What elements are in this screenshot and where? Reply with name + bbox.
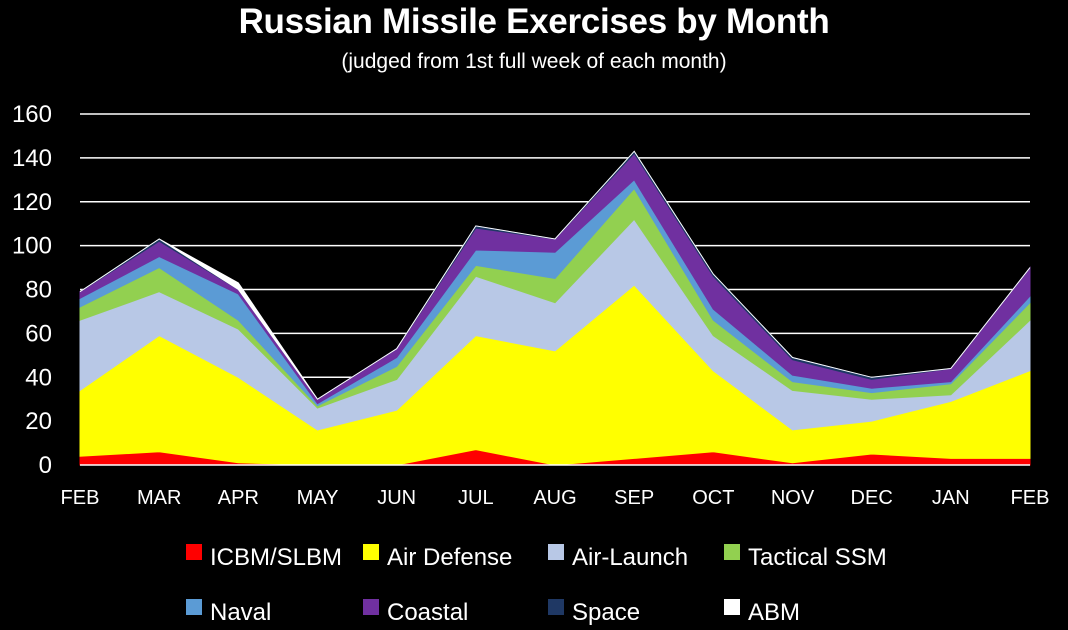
x-tick-label: NOV: [771, 487, 815, 509]
legend-item-air-launch: Air-Launch: [548, 544, 688, 571]
legend-swatch: [724, 544, 740, 560]
legend-swatch: [724, 599, 740, 615]
legend-label: Space: [572, 599, 640, 626]
x-axis-ticks: FEB MAR APR MAY JUN JUL AUG SEP OCT NOV DEC JAN FEB: [61, 487, 1050, 509]
x-tick-label: MAY: [297, 487, 339, 509]
legend-swatch: [363, 599, 379, 615]
x-tick-label: SEP: [614, 487, 654, 509]
legend-swatch: [186, 599, 202, 615]
y-tick-label: 80: [25, 277, 52, 304]
legend-swatch: [186, 544, 202, 560]
chart-title: Russian Missile Exercises by Month: [238, 2, 830, 41]
legend-item-coastal: Coastal: [363, 599, 468, 626]
y-tick-label: 60: [25, 320, 52, 347]
x-tick-label: JUL: [458, 487, 494, 509]
legend-item-space: Space: [548, 599, 640, 626]
legend-item-tactical-ssm: Tactical SSM: [724, 544, 887, 571]
y-tick-label: 20: [25, 408, 52, 435]
x-tick-label: AUG: [533, 487, 576, 509]
area-abm: [79, 150, 1031, 400]
x-tick-label: FEB: [61, 487, 100, 509]
legend-label: Coastal: [387, 599, 468, 626]
y-tick-label: 40: [25, 364, 52, 391]
x-tick-label: JUN: [377, 487, 416, 509]
x-tick-label: MAR: [137, 487, 181, 509]
chart-subtitle: (judged from 1st full week of each month…: [341, 50, 727, 73]
legend-swatch: [363, 544, 379, 560]
x-tick-label: DEC: [851, 487, 893, 509]
legend-swatch: [548, 599, 564, 615]
legend-item-abm: ABM: [724, 599, 800, 626]
legend-label: Naval: [210, 599, 271, 626]
x-tick-label: APR: [218, 487, 259, 509]
legend: ICBM/SLBM Air Defense Air-Launch Tactical S…: [186, 544, 887, 626]
legend-swatch: [548, 544, 564, 560]
y-tick-label: 0: [39, 452, 52, 479]
x-tick-label: OCT: [692, 487, 734, 509]
y-tick-label: 100: [12, 233, 52, 260]
y-tick-label: 160: [12, 101, 52, 128]
legend-label: Tactical SSM: [748, 544, 887, 571]
x-tick-label: FEB: [1011, 487, 1050, 509]
legend-label: ABM: [748, 599, 800, 626]
y-tick-label: 120: [12, 189, 52, 216]
x-tick-label: JAN: [932, 487, 970, 509]
y-tick-label: 140: [12, 145, 52, 172]
legend-label: Air-Launch: [572, 544, 688, 571]
legend-item-naval: Naval: [186, 599, 271, 626]
legend-item-air-defense: Air Defense: [363, 544, 512, 571]
legend-item-icbm-slbm: ICBM/SLBM: [186, 544, 342, 571]
legend-label: Air Defense: [387, 544, 512, 571]
y-axis-ticks: 0 20 40 60 80 100 120 140 160: [12, 101, 52, 479]
area-series: [79, 150, 1031, 466]
legend-label: ICBM/SLBM: [210, 544, 342, 571]
